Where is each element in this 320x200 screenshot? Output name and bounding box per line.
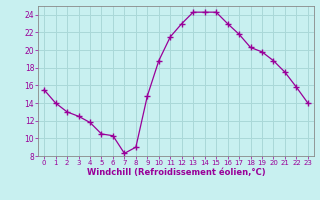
X-axis label: Windchill (Refroidissement éolien,°C): Windchill (Refroidissement éolien,°C) xyxy=(87,168,265,177)
